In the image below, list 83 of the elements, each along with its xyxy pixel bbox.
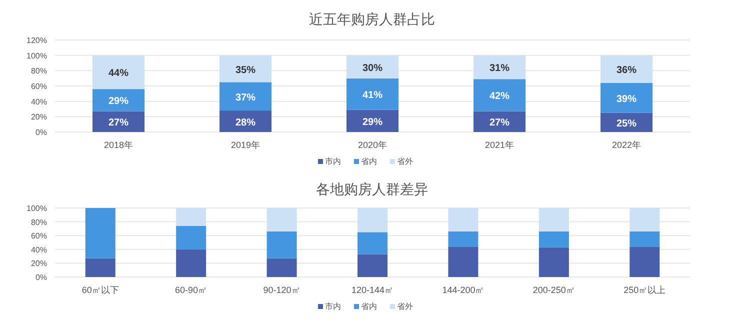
x-tick-label: 90-120㎡: [263, 285, 300, 295]
legend-label: 省内: [361, 157, 377, 166]
data-label: 35%: [235, 64, 256, 76]
data-label: 41%: [362, 90, 383, 102]
data-label: 39%: [616, 94, 637, 105]
y-tick-label: 80%: [30, 218, 47, 227]
y-tick-label: 60%: [30, 82, 47, 91]
y-tick-label: 40%: [30, 97, 47, 106]
legend-label: 省内: [361, 302, 377, 311]
y-tick-label: 0%: [35, 128, 47, 137]
bar: [538, 231, 569, 248]
data-label: 44%: [108, 68, 129, 80]
bar: [630, 231, 660, 247]
bar: [85, 208, 116, 258]
bar: [85, 258, 116, 277]
data-label: 28%: [235, 117, 256, 128]
bar: [220, 110, 272, 132]
x-tick-label: 2021年: [484, 140, 514, 150]
bar: [92, 111, 144, 132]
bar: [600, 55, 652, 83]
y-tick-label: 40%: [30, 245, 47, 254]
bar: [358, 254, 388, 277]
bar: [92, 55, 144, 90]
y-tick-label: 0%: [35, 273, 47, 282]
y-tick-label: 20%: [30, 112, 47, 122]
legend-label: 市内: [325, 302, 341, 311]
bar: [600, 82, 652, 113]
x-tick-label: 250㎡以上: [624, 285, 666, 295]
data-label: 27%: [108, 118, 129, 129]
bar: [266, 208, 297, 232]
data-label: 36%: [616, 65, 637, 76]
x-tick-label: 2020年: [358, 140, 388, 150]
bar: [538, 208, 569, 232]
data-label: 30%: [362, 62, 383, 74]
data-label: 29%: [362, 116, 383, 128]
bar: [266, 231, 297, 258]
bar: [176, 226, 206, 250]
bar: [346, 110, 398, 132]
bar: [600, 112, 652, 132]
data-label: 27%: [489, 118, 510, 129]
bar: [266, 258, 297, 277]
data-label: 42%: [489, 91, 510, 102]
x-tick-label: 2019年: [230, 140, 260, 150]
x-tick-label: 120-144㎡: [351, 285, 394, 295]
y-tick-label: 80%: [30, 66, 47, 76]
bar: [176, 208, 206, 226]
data-label: 25%: [616, 118, 637, 130]
bar: [474, 79, 526, 112]
y-tick-label: 120%: [26, 36, 47, 45]
y-tick-label: 100%: [26, 204, 47, 213]
chart-title: 近五年购房人群占比: [309, 11, 435, 27]
bar: [448, 246, 478, 277]
bar: [92, 89, 144, 112]
y-tick-label: 60%: [30, 232, 47, 241]
bar: [358, 232, 388, 254]
bar: [346, 78, 398, 110]
x-tick-label: 200-250㎡: [532, 285, 575, 295]
bar: [448, 208, 478, 232]
bar: [346, 55, 398, 78]
bar: [448, 231, 478, 247]
x-tick-label: 144-200㎡: [442, 285, 484, 295]
y-tick-label: 20%: [30, 259, 47, 268]
x-tick-label: 2022年: [612, 140, 642, 150]
data-label: 37%: [235, 92, 256, 104]
y-tick-label: 100%: [26, 51, 47, 60]
bar: [630, 208, 660, 232]
bar: [474, 111, 526, 132]
x-tick-label: 60-90㎡: [175, 285, 208, 295]
x-tick-label: 2018年: [104, 140, 134, 150]
legend-label: 市内: [325, 157, 341, 166]
bar: [358, 208, 388, 232]
chart-title: 各地购房人群差异: [316, 181, 428, 197]
x-tick-label: 60㎡以下: [82, 285, 119, 295]
bar: [176, 249, 206, 277]
legend-label: 省外: [397, 302, 413, 311]
bar: [474, 55, 526, 80]
bar: [220, 55, 272, 82]
bar: [220, 82, 272, 111]
data-label: 31%: [489, 63, 510, 74]
legend-label: 省外: [397, 157, 413, 166]
data-label: 29%: [108, 96, 129, 108]
bar: [538, 247, 569, 277]
bar: [630, 246, 660, 277]
